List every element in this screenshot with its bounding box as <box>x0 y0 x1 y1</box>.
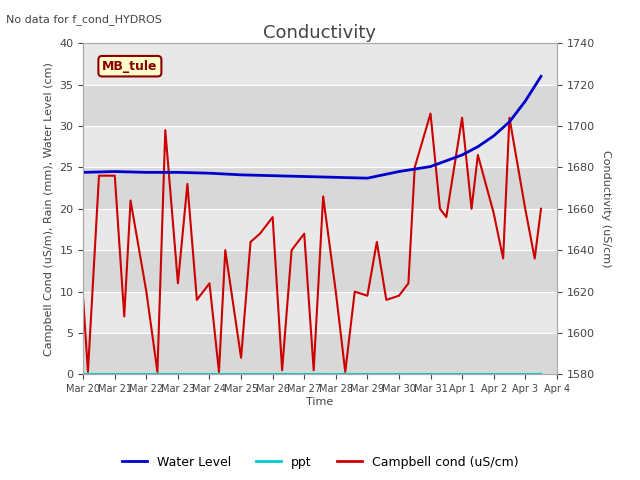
Title: Conductivity: Conductivity <box>264 24 376 42</box>
X-axis label: Time: Time <box>307 397 333 407</box>
Bar <box>83 250 557 291</box>
Text: No data for f_cond_HYDROS: No data for f_cond_HYDROS <box>6 14 163 25</box>
Legend: Water Level, ppt, Campbell cond (uS/cm): Water Level, ppt, Campbell cond (uS/cm) <box>116 451 524 474</box>
Bar <box>83 291 557 333</box>
Text: MB_tule: MB_tule <box>102 60 157 72</box>
Y-axis label: Conductivity (uS/cm): Conductivity (uS/cm) <box>602 150 611 267</box>
Bar <box>83 43 557 84</box>
Bar <box>83 333 557 374</box>
Bar <box>83 126 557 168</box>
Bar <box>83 84 557 126</box>
Bar <box>83 168 557 209</box>
Bar <box>83 209 557 250</box>
Y-axis label: Campbell Cond (uS/m), Rain (mm), Water Level (cm): Campbell Cond (uS/m), Rain (mm), Water L… <box>44 62 54 356</box>
